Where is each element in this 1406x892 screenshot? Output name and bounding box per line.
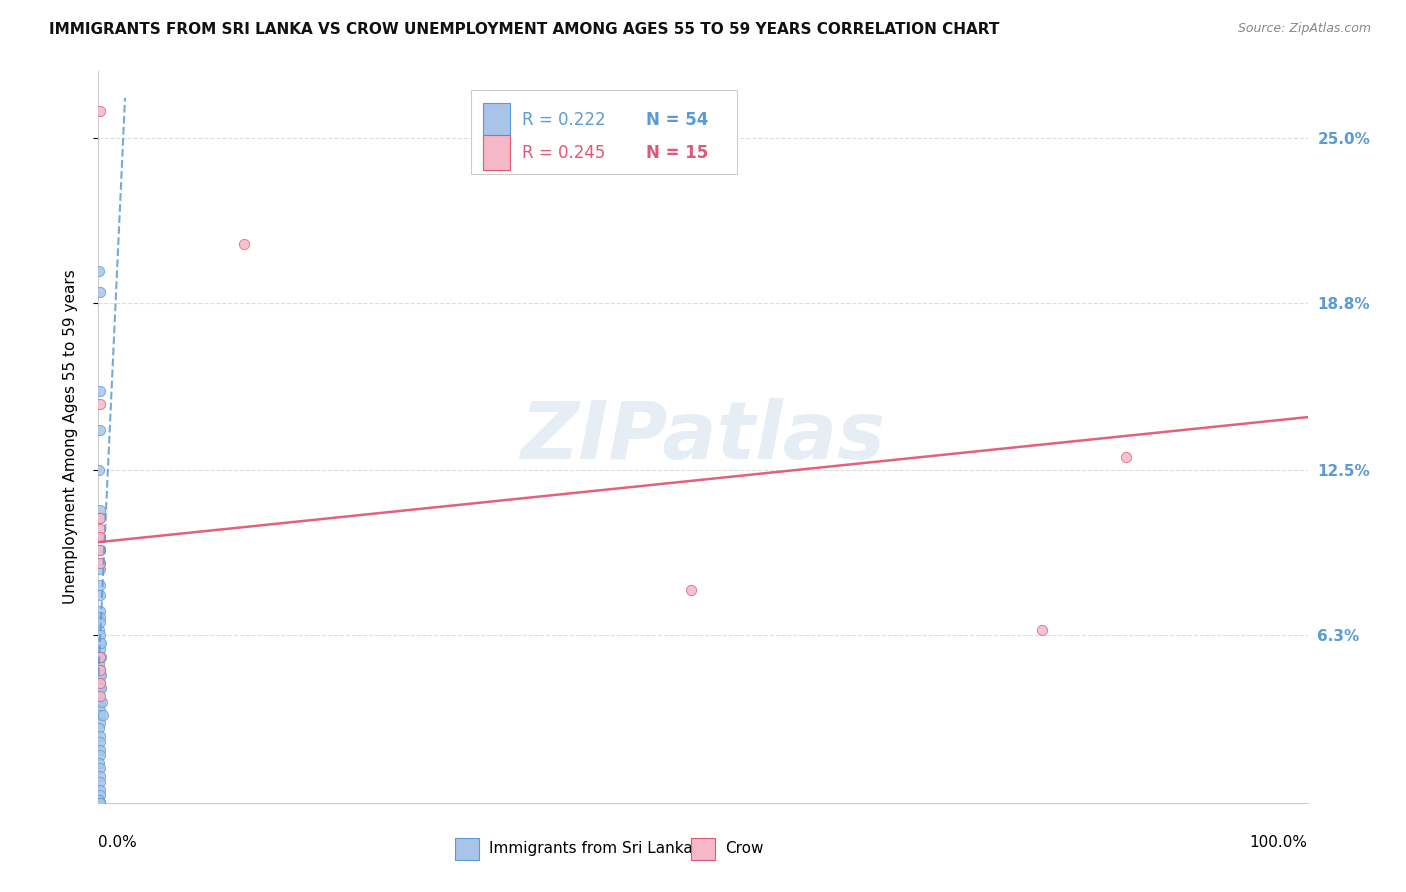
Point xyxy=(89,543,111,558)
Point xyxy=(89,782,111,797)
Text: 100.0%: 100.0% xyxy=(1250,835,1308,850)
Point xyxy=(89,769,111,783)
Point xyxy=(89,734,111,748)
Text: R = 0.245: R = 0.245 xyxy=(522,144,605,161)
Point xyxy=(89,641,111,656)
Text: Source: ZipAtlas.com: Source: ZipAtlas.com xyxy=(1237,22,1371,36)
Point xyxy=(89,522,111,536)
FancyBboxPatch shape xyxy=(471,90,737,174)
Point xyxy=(89,397,111,411)
Point xyxy=(89,729,111,743)
Point xyxy=(89,716,111,731)
Point xyxy=(89,557,111,571)
Point xyxy=(90,668,112,682)
Point xyxy=(89,796,111,810)
Point xyxy=(89,796,111,810)
Point xyxy=(89,742,111,756)
Point xyxy=(89,588,111,602)
Point xyxy=(89,657,111,672)
FancyBboxPatch shape xyxy=(690,838,716,860)
Point xyxy=(89,756,111,770)
Point xyxy=(89,636,111,650)
Text: Immigrants from Sri Lanka: Immigrants from Sri Lanka xyxy=(489,841,693,856)
Point xyxy=(89,722,111,736)
Point xyxy=(89,424,111,438)
Point xyxy=(89,628,111,642)
Point xyxy=(89,796,111,810)
Point xyxy=(232,237,254,252)
Point xyxy=(89,695,111,709)
Point xyxy=(90,649,112,664)
Text: Crow: Crow xyxy=(724,841,763,856)
Point xyxy=(89,511,111,525)
Point xyxy=(89,690,111,704)
Point xyxy=(89,690,111,704)
Point xyxy=(89,796,111,810)
Point xyxy=(679,582,702,597)
Text: R = 0.222: R = 0.222 xyxy=(522,112,605,129)
Point xyxy=(89,668,111,682)
Point xyxy=(89,649,111,664)
Text: N = 54: N = 54 xyxy=(647,112,709,129)
Point xyxy=(89,609,111,624)
Point xyxy=(89,649,111,664)
Point xyxy=(89,264,111,278)
Point xyxy=(89,285,111,299)
Point xyxy=(89,708,111,723)
Point xyxy=(91,708,114,723)
Point xyxy=(89,463,111,477)
Text: ZIPatlas: ZIPatlas xyxy=(520,398,886,476)
Text: 0.0%: 0.0% xyxy=(98,835,138,850)
Point xyxy=(89,676,111,690)
Point xyxy=(89,676,111,690)
Point xyxy=(89,663,111,677)
Point xyxy=(89,511,111,525)
Point xyxy=(89,703,111,717)
Point xyxy=(89,623,111,637)
Point xyxy=(1115,450,1137,464)
FancyBboxPatch shape xyxy=(482,135,509,170)
Point xyxy=(90,681,112,696)
Point xyxy=(89,530,111,544)
Point xyxy=(1031,623,1053,637)
Point xyxy=(89,796,111,810)
Point xyxy=(89,747,111,762)
Point xyxy=(89,774,111,789)
Point xyxy=(89,761,111,775)
Point xyxy=(89,104,111,119)
Point xyxy=(89,557,111,571)
Point xyxy=(89,604,111,618)
FancyBboxPatch shape xyxy=(482,103,509,138)
Point xyxy=(89,530,111,544)
Text: IMMIGRANTS FROM SRI LANKA VS CROW UNEMPLOYMENT AMONG AGES 55 TO 59 YEARS CORRELA: IMMIGRANTS FROM SRI LANKA VS CROW UNEMPL… xyxy=(49,22,1000,37)
Point xyxy=(89,615,111,629)
Point xyxy=(89,793,111,807)
Point xyxy=(89,663,111,677)
Point xyxy=(89,384,111,398)
Point xyxy=(89,562,111,576)
FancyBboxPatch shape xyxy=(456,838,479,860)
Point xyxy=(91,695,114,709)
Y-axis label: Unemployment Among Ages 55 to 59 years: Unemployment Among Ages 55 to 59 years xyxy=(63,269,77,605)
Point xyxy=(89,503,111,517)
Point xyxy=(89,577,111,591)
Point xyxy=(89,681,111,696)
Point xyxy=(90,636,112,650)
Text: N = 15: N = 15 xyxy=(647,144,709,161)
Point xyxy=(89,788,111,802)
Point xyxy=(89,543,111,558)
